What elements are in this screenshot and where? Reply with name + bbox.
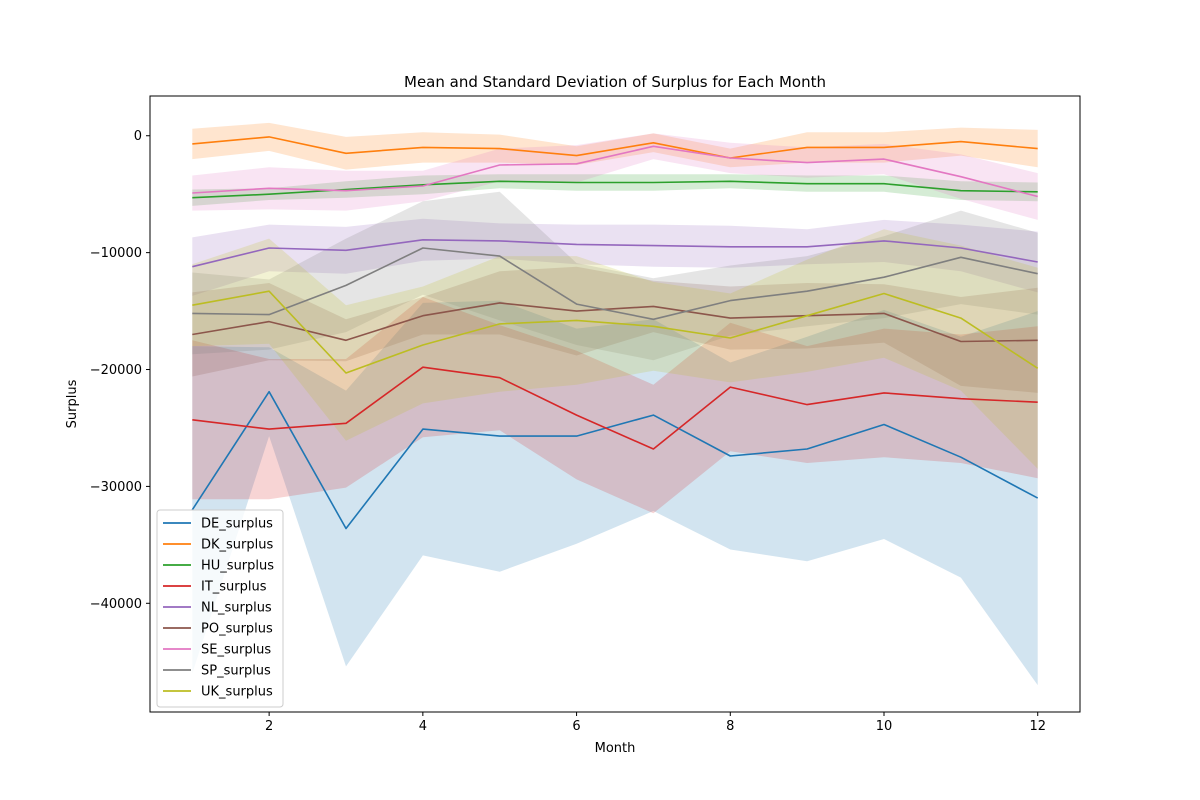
mean-line-de-surplus — [191, 390, 1039, 530]
legend-entry: IT_surplus — [201, 580, 267, 595]
mean-line-dk-surplus — [192, 136, 1038, 159]
y-axis-label: Surplus — [65, 379, 80, 428]
mean-lines — [191, 136, 1039, 530]
mean-line-se-surplus — [192, 145, 1038, 198]
y-axis-ticks: 0 −10000 −20000 −30000 −40000 — [90, 129, 150, 612]
legend: DE_surplus DK_surplus HU_surplus IT_surplus… — [156, 509, 284, 708]
y-tick-label: −30000 — [90, 480, 142, 495]
x-tick-label: 8 — [726, 719, 734, 734]
std-band-uk-surplus — [192, 229, 1038, 469]
legend-entry: PO_surplus — [201, 622, 273, 637]
legend-entry: HU_surplus — [201, 559, 274, 574]
legend-entry: NL_surplus — [201, 601, 272, 616]
std-band-se-surplus — [192, 133, 1038, 220]
legend-entry: UK_surplus — [201, 685, 273, 700]
x-axis-label: Month — [595, 741, 636, 756]
mean-line-po-surplus — [192, 302, 1038, 343]
std-bands — [192, 122, 1038, 686]
mean-line-sp-surplus — [192, 247, 1038, 321]
x-tick-label: 12 — [1029, 719, 1046, 734]
mean-line-uk-surplus — [192, 290, 1039, 374]
std-band-it-surplus — [192, 297, 1038, 514]
std-band-nl-surplus — [192, 218, 1038, 296]
legend-entry: DK_surplus — [201, 538, 273, 553]
std-band-dk-surplus — [192, 122, 1038, 170]
mean-line-it-surplus — [192, 366, 1038, 450]
y-tick-label: −40000 — [90, 597, 142, 612]
plot-frame — [149, 95, 1081, 713]
std-band-po-surplus — [192, 266, 1038, 393]
y-tick-label: 0 — [134, 129, 142, 144]
legend-box — [156, 509, 284, 708]
y-tick-label: −20000 — [90, 363, 142, 378]
x-axis-ticks: 2 4 6 8 10 12 — [265, 712, 1046, 734]
mean-line-nl-surplus — [192, 239, 1038, 268]
y-tick-label: −10000 — [90, 246, 142, 261]
std-band-de-surplus — [192, 300, 1038, 686]
chart-title: Mean and Standard Deviation of Surplus f… — [404, 73, 826, 91]
legend-entry: DE_surplus — [201, 517, 273, 532]
std-band-sp-surplus — [192, 191, 1038, 361]
x-tick-label: 6 — [572, 719, 580, 734]
legend-entry: SE_surplus — [201, 643, 271, 658]
x-tick-label: 10 — [876, 719, 893, 734]
std-band-hu-surplus — [192, 174, 1038, 206]
x-tick-label: 2 — [265, 719, 273, 734]
x-tick-label: 4 — [419, 719, 427, 734]
legend-entry: SP_surplus — [201, 664, 271, 679]
